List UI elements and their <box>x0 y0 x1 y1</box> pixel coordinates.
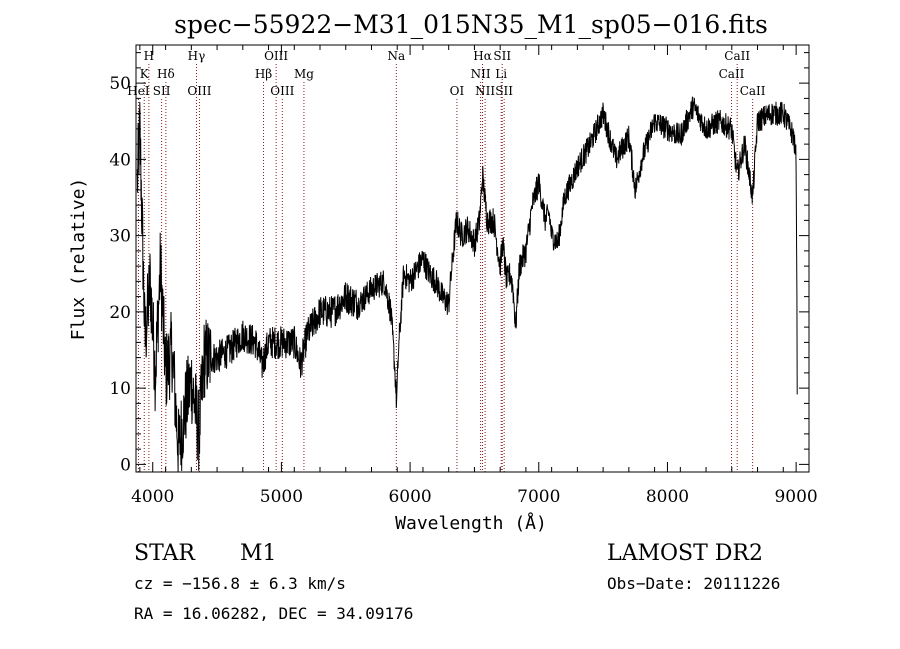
line-marker-label: Na <box>387 49 405 63</box>
x-tick-label: 7000 <box>517 487 560 507</box>
line-marker-label: SII <box>495 84 513 98</box>
line-marker-label: H <box>144 49 154 63</box>
y-tick-label: 0 <box>120 455 131 475</box>
line-marker-label: OIII <box>187 84 211 98</box>
line-marker-label: NII <box>471 67 491 81</box>
spectrum-line <box>136 96 798 473</box>
x-tick-label: 5000 <box>260 487 303 507</box>
line-marker-label: OIII <box>270 84 294 98</box>
coordinates-text: RA = 16.06282, DEC = 34.09176 <box>134 604 413 623</box>
class-label: STAR <box>134 541 196 566</box>
x-tick-label: 4000 <box>131 487 174 507</box>
y-tick-label: 40 <box>109 150 131 170</box>
line-marker-label: Hδ <box>157 67 175 81</box>
line-marker-label: Li <box>495 67 507 81</box>
y-tick-label: 20 <box>109 303 131 323</box>
line-marker-label: Hα <box>473 49 492 63</box>
line-marker-label: Hγ <box>188 49 206 63</box>
line-marker-label: CaII <box>719 67 745 81</box>
line-marker-label: CaII <box>740 84 766 98</box>
y-tick-label: 50 <box>109 74 131 94</box>
line-marker-label: CaII <box>724 49 750 63</box>
obs-date-text: Obs−Date: 20111226 <box>607 574 780 593</box>
x-tick-label: 8000 <box>646 487 689 507</box>
chart-title: spec−55922−M31_015N35_M1_sp05−016.fits <box>174 10 768 39</box>
line-marker-label: K <box>140 67 150 81</box>
line-marker-label: NII <box>475 84 495 98</box>
x-tick-label: 9000 <box>774 487 817 507</box>
line-marker-label: Hβ <box>255 67 272 81</box>
y-tick-label: 10 <box>109 379 131 399</box>
x-axis-ticks: 4000 5000 6000 7000 8000 9000 <box>131 45 818 507</box>
x-axis-label: Wavelength (Å) <box>395 512 547 534</box>
plot-frame <box>135 44 810 473</box>
survey-label: LAMOST DR2 <box>607 541 763 566</box>
y-tick-label: 30 <box>109 227 131 247</box>
y-axis-ticks: 0 10 20 30 40 50 <box>109 52 809 475</box>
subclass-label: M1 <box>240 541 277 566</box>
line-marker-label: HeI <box>127 84 150 98</box>
x-tick-label: 6000 <box>388 487 431 507</box>
line-marker-label: Mg <box>294 67 314 81</box>
line-marker-label: OIII <box>264 49 288 63</box>
line-marker-label: SII <box>493 49 511 63</box>
line-marker-label: OI <box>450 84 465 98</box>
y-axis-label: Flux (relative) <box>68 178 89 341</box>
redshift-text: cz = −156.8 ± 6.3 km/s <box>134 574 346 593</box>
line-marker-label: SII <box>153 84 171 98</box>
